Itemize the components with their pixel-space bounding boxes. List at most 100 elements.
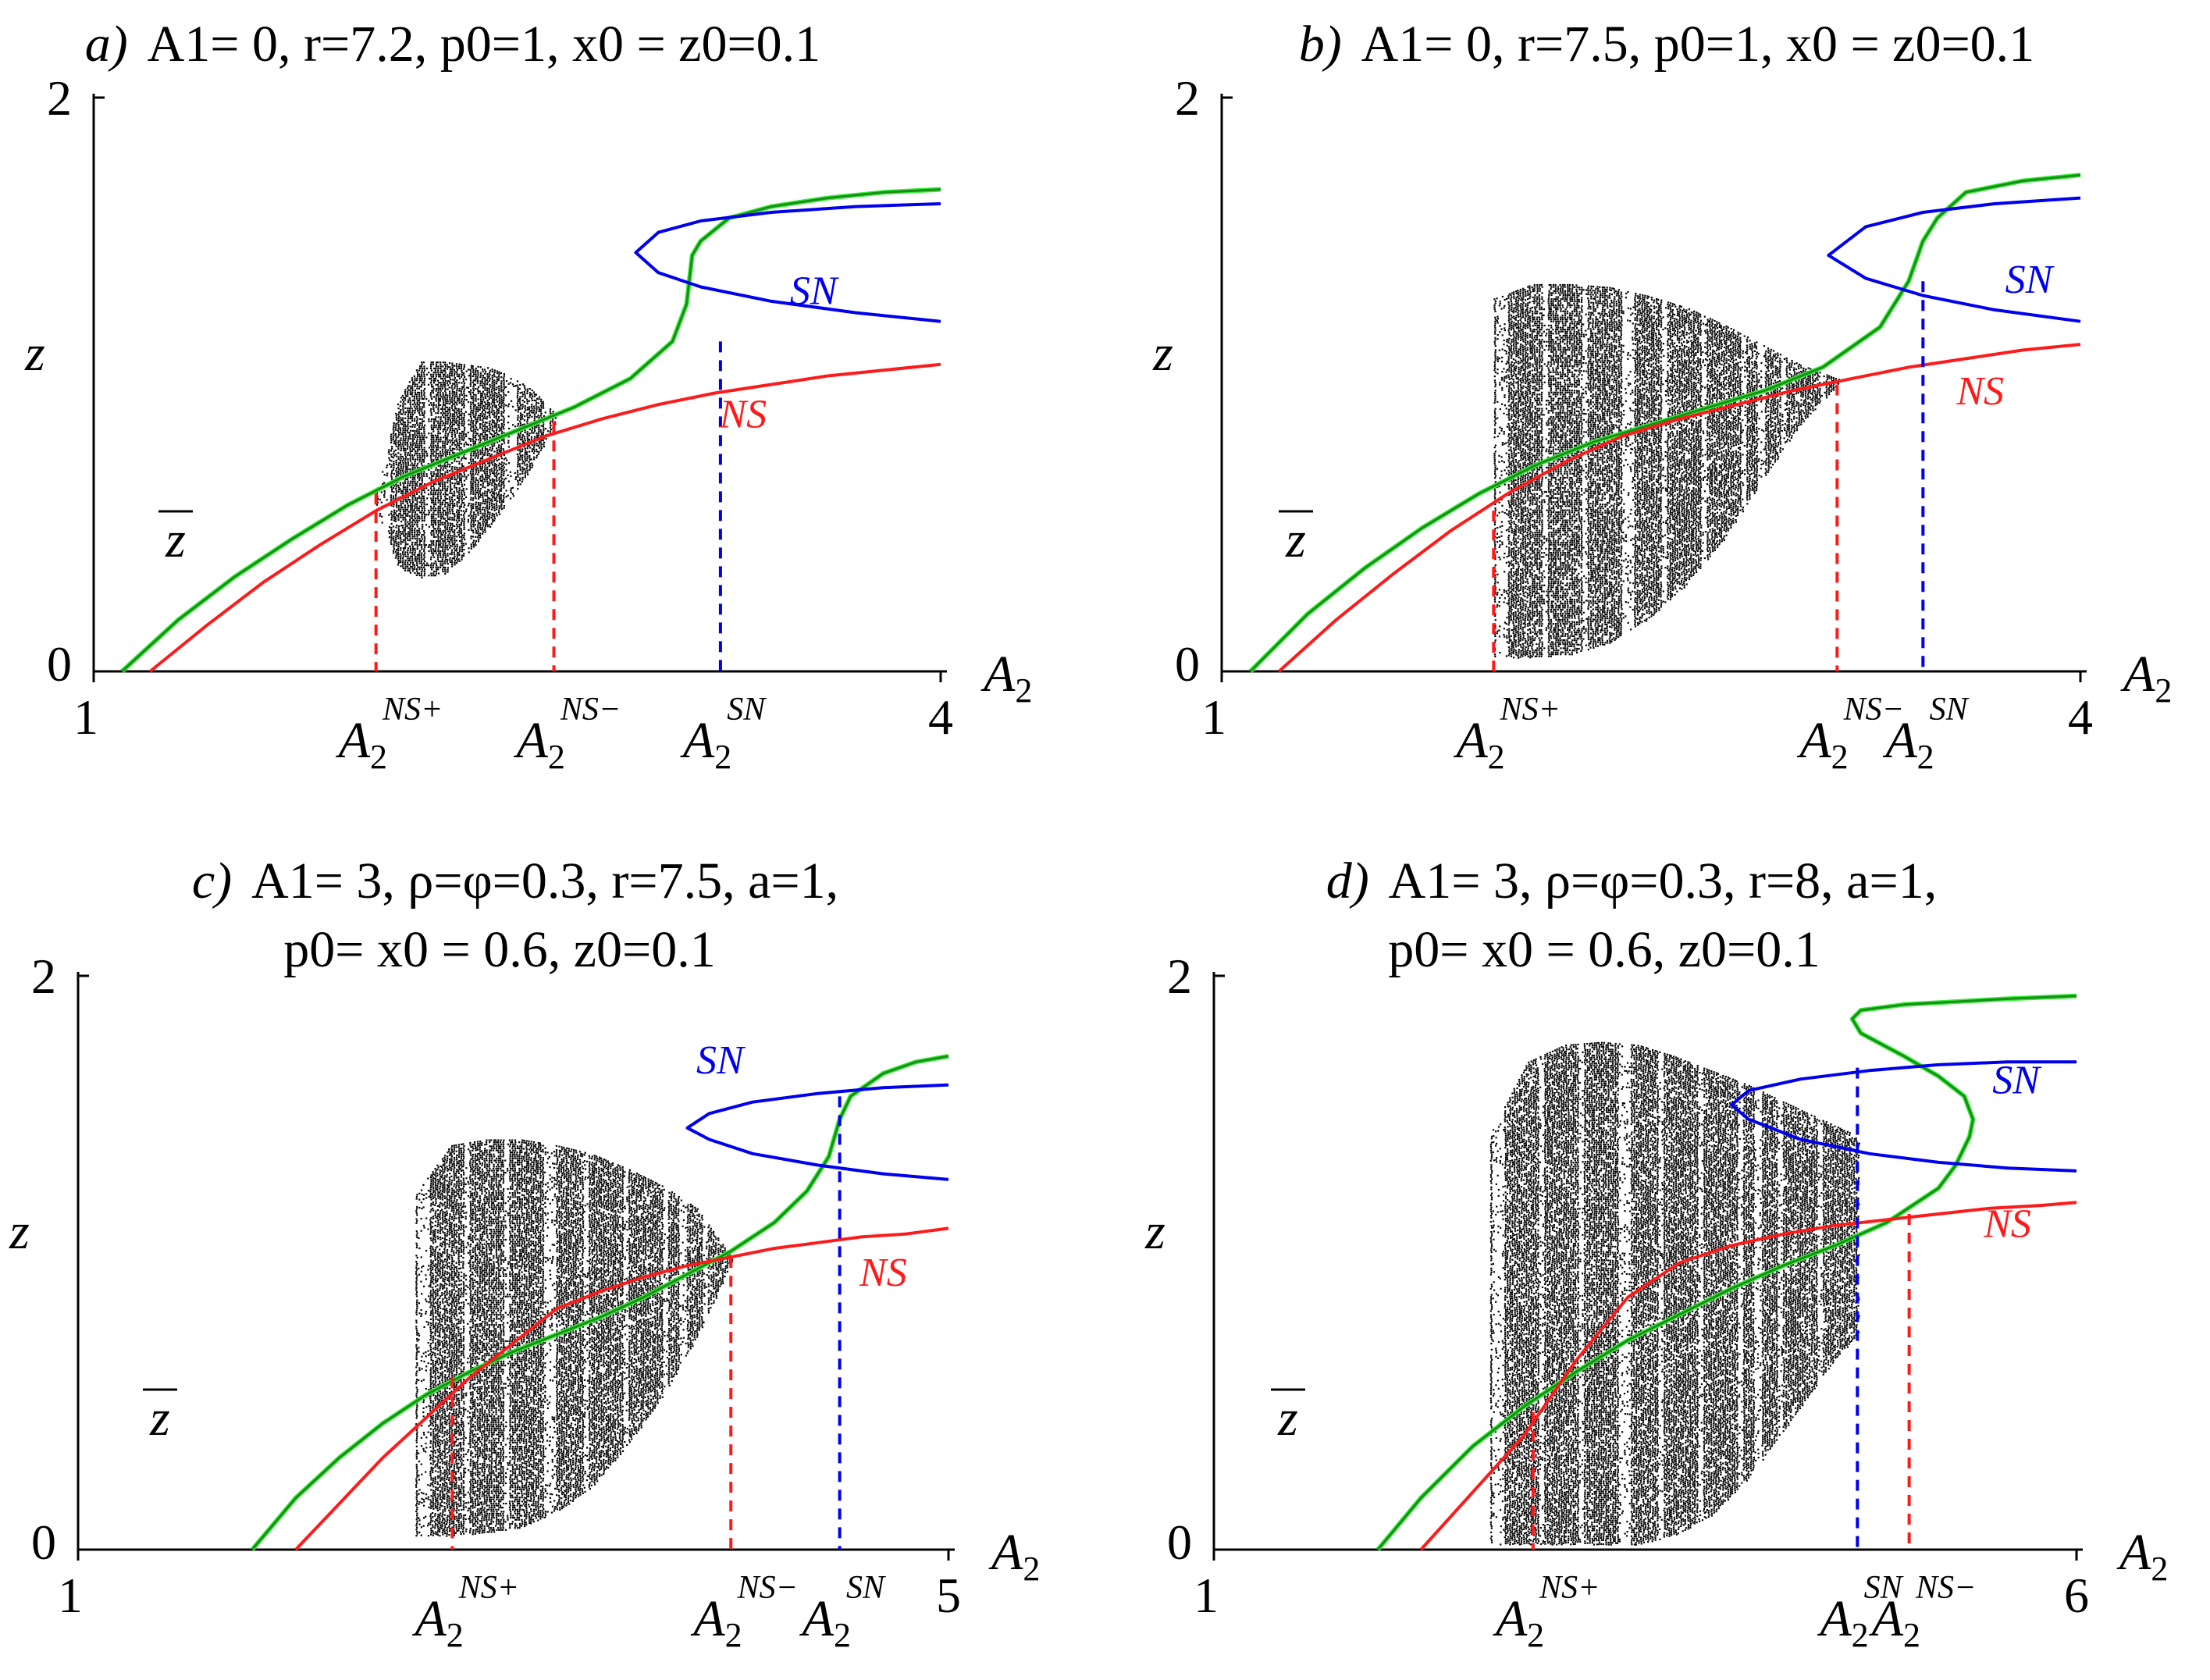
chaos-dot — [393, 485, 395, 487]
chaos-dot — [411, 541, 414, 544]
chaos-dot — [405, 468, 407, 470]
chaos-dot — [1501, 443, 1504, 446]
chaos-dot — [1499, 544, 1501, 546]
chaos-dot — [465, 394, 468, 397]
chaos-dot — [476, 420, 479, 423]
chaos-dot — [442, 514, 444, 516]
chaos-dot — [420, 539, 422, 543]
chaos-dot — [1511, 377, 1513, 379]
chaos-dot — [491, 512, 493, 514]
chaos-dot — [464, 510, 468, 513]
chaos-dot — [475, 497, 477, 500]
chaos-dot — [414, 424, 417, 426]
chaos-dot — [408, 411, 411, 414]
chaos-dot — [416, 410, 419, 412]
chaos-dot — [550, 412, 552, 415]
chaos-dot — [477, 524, 479, 526]
chaos-dot — [463, 445, 465, 447]
chaos-dot — [470, 474, 473, 477]
chaos-dot — [1494, 635, 1496, 638]
chaos-dot — [393, 454, 396, 457]
chaos-dot — [523, 441, 525, 444]
chaos-dot — [1507, 465, 1511, 468]
chaos-dot — [496, 459, 498, 462]
chaos-dot — [493, 387, 496, 390]
chaos-dot — [484, 381, 486, 383]
chaos-dot — [510, 400, 513, 402]
chaos-dot — [430, 432, 432, 435]
chaos-dot — [418, 404, 421, 406]
chaos-dot — [469, 438, 472, 440]
chaos-dot — [461, 439, 464, 441]
chaos-dot — [472, 546, 475, 548]
chaos-dot — [475, 434, 477, 436]
chaos-dot — [440, 390, 442, 392]
chaos-dot — [550, 429, 553, 431]
chaos-dot — [450, 425, 454, 428]
chaos-dot — [442, 546, 444, 548]
chaos-dot — [451, 522, 454, 525]
chaos-dot — [407, 460, 409, 462]
chaos-dot — [416, 509, 418, 511]
chaos-dot — [461, 544, 463, 546]
chaos-dot — [390, 504, 393, 507]
chaos-dot — [465, 443, 468, 446]
chaos-dot — [507, 405, 510, 408]
chaos-dot — [404, 490, 407, 493]
chaos-dot — [498, 485, 500, 487]
chaos-dot — [1514, 595, 1517, 597]
marker-label-sup: NS+ — [382, 692, 443, 728]
chaos-dot — [521, 436, 524, 438]
chaos-dot — [423, 383, 425, 386]
chaos-dot — [436, 534, 440, 536]
chaos-dot — [1501, 376, 1504, 379]
chaos-dot — [432, 372, 435, 374]
chaos-dot — [518, 459, 521, 461]
chaos-dot — [451, 545, 454, 547]
chaos-dot — [1510, 653, 1512, 656]
chaos-dot — [444, 497, 447, 500]
chaos-dot — [1507, 341, 1510, 344]
chaos-dot — [395, 536, 397, 539]
chaos-dot — [451, 531, 454, 533]
chaos-dot — [531, 393, 533, 396]
chaos-dot — [538, 408, 540, 411]
chaos-dot — [469, 513, 472, 515]
chaos-dot — [538, 406, 540, 408]
chaos-dot — [418, 532, 421, 534]
chaos-dot — [434, 377, 437, 380]
chaos-dot — [1514, 434, 1517, 436]
chaos-dot — [404, 486, 407, 489]
chaos-dot — [402, 437, 404, 440]
chaos-dot — [457, 501, 461, 504]
chaos-dot — [526, 445, 529, 447]
chaos-dot — [422, 489, 425, 492]
chaos-dot — [1503, 461, 1505, 464]
chaos-dot — [474, 443, 477, 445]
chaos-dot — [411, 553, 414, 556]
chaos-dot — [411, 519, 415, 521]
chaos-dot — [1514, 404, 1517, 406]
chaos-dot — [496, 475, 498, 478]
chaos-dot — [399, 404, 401, 407]
chaos-dot — [400, 469, 402, 472]
chaos-dot — [404, 527, 407, 529]
chaos-dot — [397, 466, 400, 468]
chaos-dot — [493, 515, 496, 518]
chaos-dot — [477, 511, 479, 514]
chaos-dot — [1500, 361, 1504, 363]
chaos-dot — [545, 438, 547, 440]
chaos-dot — [442, 453, 444, 455]
chaos-dot — [454, 460, 456, 462]
chaos-dot — [425, 473, 428, 475]
chaos-dot — [434, 369, 436, 372]
chaos-dot — [463, 534, 465, 536]
chaos-dot — [1518, 310, 1520, 312]
chaos-dot — [463, 493, 466, 496]
chaos-dot — [397, 436, 400, 438]
chaos-dot — [1517, 403, 1519, 405]
chaos-dot — [454, 448, 456, 450]
chaos-dot — [404, 427, 407, 429]
chaos-dot — [432, 396, 436, 398]
chaos-dot — [432, 548, 435, 550]
